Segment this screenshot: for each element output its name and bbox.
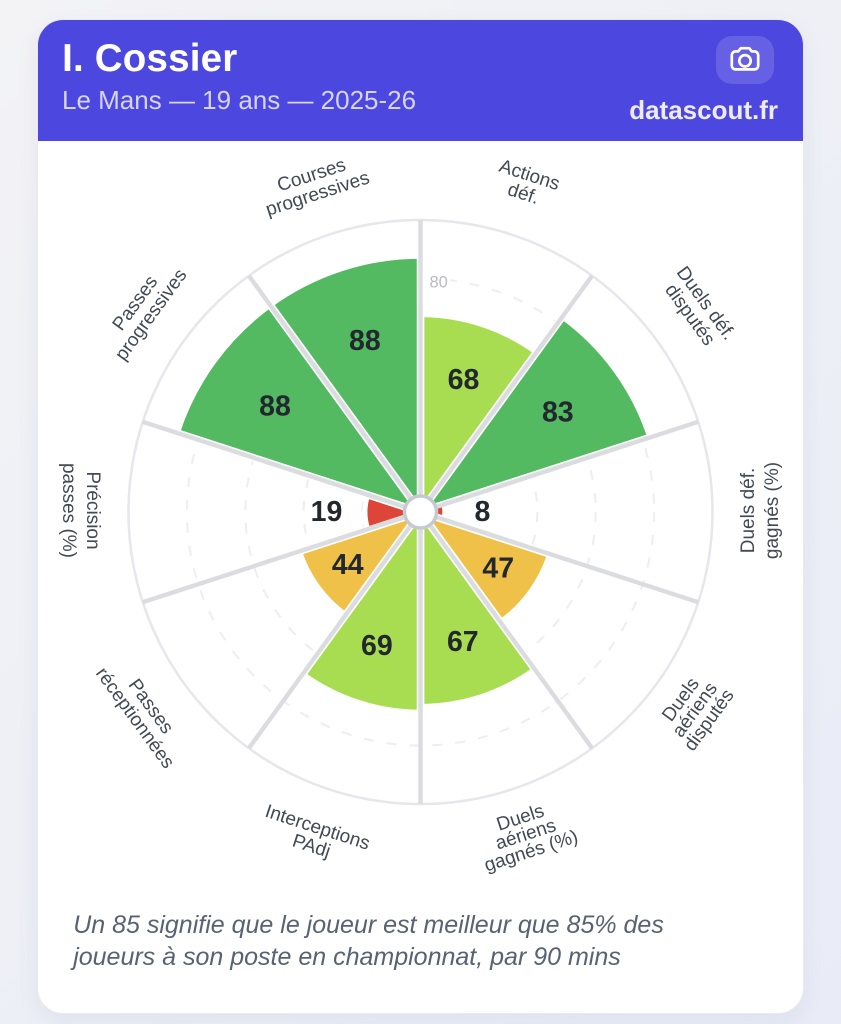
svg-text:19: 19 (311, 496, 343, 528)
svg-text:83: 83 (542, 396, 574, 428)
svg-text:Passesprogressives: Passesprogressives (95, 253, 191, 364)
svg-text:Duelsaériensgagnés (%): Duelsaériensgagnés (%) (471, 793, 581, 876)
svg-text:80: 80 (430, 273, 448, 291)
svg-text:InterceptionsPAdj: InterceptionsPAdj (256, 801, 372, 873)
svg-text:88: 88 (349, 325, 381, 357)
svg-text:Duels déf.disputés: Duels déf.disputés (656, 262, 739, 355)
svg-text:67: 67 (447, 626, 479, 658)
svg-text:88: 88 (259, 390, 291, 422)
svg-text:Précisionpasses (%): Précisionpasses (%) (59, 463, 104, 558)
svg-text:Coursesprogressives: Coursesprogressives (257, 148, 372, 220)
svg-text:Passesréceptionnées: Passesréceptionnées (91, 652, 194, 772)
svg-text:69: 69 (361, 630, 393, 662)
svg-text:44: 44 (332, 549, 364, 581)
svg-text:Duels déf.gagnés (%): Duels déf. gagnés (%) (738, 462, 783, 559)
svg-text:Duelsaériensdisputés: Duelsaériensdisputés (651, 665, 738, 755)
svg-text:Actionsdéf.: Actionsdéf. (491, 155, 563, 213)
svg-text:68: 68 (448, 364, 480, 396)
svg-text:47: 47 (482, 553, 514, 585)
svg-text:8: 8 (474, 496, 490, 528)
